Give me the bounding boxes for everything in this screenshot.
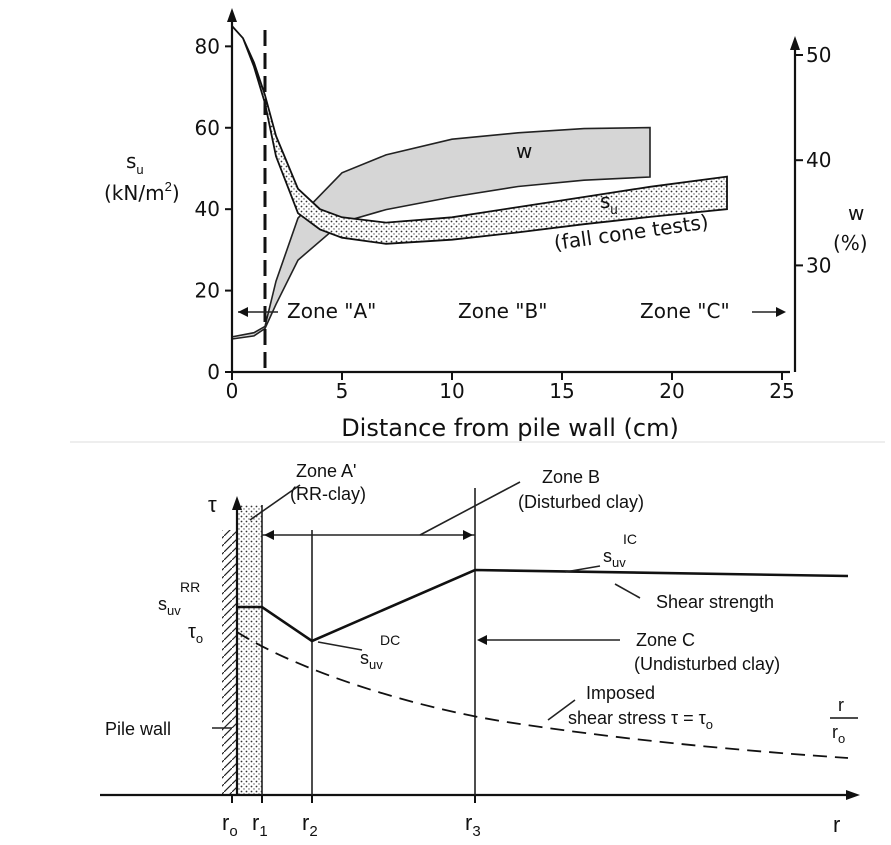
- y-left-tick-label-0: 0: [207, 360, 220, 384]
- r-tick-label-2: r2: [302, 810, 318, 840]
- x-tick-label-15: 15: [549, 379, 574, 403]
- top-ticks: 0 5 10 15 20 25 0 20 40 60 80 30 40 50: [195, 34, 832, 403]
- pile-wall-hatching: [222, 530, 236, 795]
- suv-dc-sup: DC: [380, 632, 400, 648]
- top-right-axis-unit: (%): [833, 231, 868, 255]
- zone-c-sub: (Undisturbed clay): [634, 654, 780, 674]
- y-left-tick-label-80: 80: [195, 34, 220, 58]
- top-left-axis-arrow: [227, 8, 237, 22]
- imposed-frac-num: r: [838, 695, 844, 715]
- zone-c-title: Zone C: [636, 630, 695, 650]
- zone-arrows: [238, 307, 786, 317]
- rr-clay-strip: [238, 505, 262, 795]
- x-tick-label-5: 5: [336, 379, 349, 403]
- suv-rr-label: suv: [158, 594, 181, 618]
- y-right-tick-label-30: 30: [806, 253, 831, 277]
- zone-b-span: [262, 530, 475, 540]
- zone-b-sub: (Disturbed clay): [518, 492, 644, 512]
- tau-o-label: τo: [188, 621, 203, 646]
- suv-dc-label: suv: [360, 648, 383, 672]
- top-right-axis-title: w: [848, 201, 864, 225]
- leader-lines: [212, 481, 641, 729]
- bottom-x-ticks: ro r1 r2 r3: [222, 795, 481, 840]
- x-tick-label-20: 20: [659, 379, 684, 403]
- bottom-x-axis-label: r: [833, 812, 840, 837]
- shear-strength-label: Shear strength: [656, 592, 774, 612]
- suv-ic-sup: IC: [623, 531, 637, 547]
- x-tick-label-0: 0: [226, 379, 239, 403]
- imposed-label-2: shear stress τ = τo: [568, 708, 713, 732]
- x-tick-label-25: 25: [769, 379, 794, 403]
- top-x-axis-title: Distance from pile wall (cm): [341, 414, 679, 442]
- x-tick-label-10: 10: [439, 379, 464, 403]
- y-left-tick-label-60: 60: [195, 116, 220, 140]
- shear-strength-line: [237, 568, 849, 643]
- bottom-x-axis-arrow: [846, 790, 860, 800]
- zone-b-label: Zone "B": [458, 299, 547, 323]
- zone-a-label: Zone "A": [287, 299, 376, 323]
- su-band: [231, 25, 728, 245]
- top-left-axis-title: su: [126, 149, 144, 177]
- top-left-axis-unit: (kN/m2): [104, 179, 180, 205]
- suv-ic-label: suv: [603, 546, 626, 570]
- top-chart: 0 5 10 15 20 25 0 20 40 60 80 30 40 50 Zone "A" Zone …: [104, 8, 868, 442]
- bottom-y-axis-arrow: [232, 496, 242, 510]
- imposed-frac-den: ro: [832, 722, 845, 746]
- imposed-label-1: Imposed: [586, 683, 655, 703]
- suv-rr-sup: RR: [180, 579, 200, 595]
- w-band-label: w: [516, 139, 532, 163]
- imposed-shear-curve: [236, 631, 849, 759]
- zone-b-title: Zone B: [542, 467, 600, 487]
- y-left-tick-label-40: 40: [195, 197, 220, 221]
- bottom-y-axis-label: τ: [208, 492, 217, 517]
- pile-wall-label: Pile wall: [105, 719, 171, 739]
- y-left-tick-label-20: 20: [195, 279, 220, 303]
- r-tick-label-1: r1: [252, 810, 268, 840]
- zone-c-label: Zone "C": [640, 299, 730, 323]
- r-tick-label-3: r3: [465, 810, 481, 840]
- top-right-axis-arrow: [790, 36, 800, 50]
- su-band-label: su: [600, 189, 618, 217]
- r-tick-label-o: ro: [222, 810, 238, 840]
- zone-a-prime-sub: (RR-clay): [290, 484, 366, 504]
- zone-a-prime-title: Zone A': [296, 461, 356, 481]
- y-right-tick-label-40: 40: [806, 148, 831, 172]
- bottom-diagram: τ r Zone A' (RR-clay): [100, 461, 860, 840]
- y-right-tick-label-50: 50: [806, 43, 831, 67]
